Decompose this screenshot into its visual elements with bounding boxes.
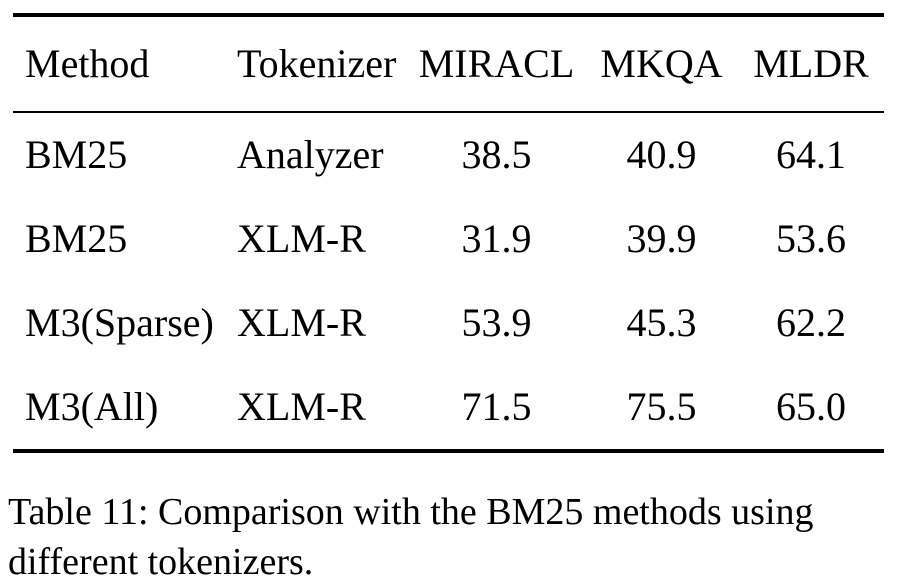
column-header-mldr: MLDR [753,41,869,86]
method-cell: M3(All) [25,384,159,429]
results-table: Method Tokenizer MIRACL MKQA MLDR BM25 A… [13,13,884,453]
tokenizer-cell: XLM-R [237,384,366,429]
mldr-cell: 65.0 [776,384,846,429]
mldr-cell: 62.2 [776,300,846,345]
miracl-cell: 31.9 [461,216,532,261]
table-row: M3(Sparse) XLM-R 53.9 45.3 62.2 [13,281,884,365]
miracl-cell: 53.9 [461,300,532,345]
miracl-cell: 38.5 [461,132,532,177]
miracl-cell: 71.5 [461,384,532,429]
tokenizer-cell: XLM-R [237,300,366,345]
mkqa-cell: 75.5 [626,384,697,429]
header-row: Method Tokenizer MIRACL MKQA MLDR [13,15,884,112]
caption-line-1: Table 11: Comparison with the BM25 metho… [8,491,814,533]
table-caption: Table 11: Comparison with the BM25 metho… [8,487,897,582]
method-cell: BM25 [25,216,128,261]
mkqa-cell: 45.3 [626,300,697,345]
column-header-method: Method [25,41,150,86]
column-header-mkqa: MKQA [600,41,723,86]
tokenizer-cell: XLM-R [237,216,366,261]
table-row: M3(All) XLM-R 71.5 75.5 65.0 [13,365,884,451]
mldr-cell: 53.6 [776,216,846,261]
tokenizer-cell: Analyzer [237,132,384,177]
table-row: BM25 Analyzer 38.5 40.9 64.1 [13,112,884,197]
mkqa-cell: 40.9 [626,132,697,177]
mldr-cell: 64.1 [776,132,846,177]
method-cell: M3(Sparse) [25,300,214,345]
method-cell: BM25 [25,132,128,177]
mkqa-cell: 39.9 [626,216,697,261]
caption-line-2: different tokenizers. [8,541,314,582]
column-header-tokenizer: Tokenizer [237,41,397,86]
table-row: BM25 XLM-R 31.9 39.9 53.6 [13,197,884,281]
column-header-miracl: MIRACL [418,41,575,86]
